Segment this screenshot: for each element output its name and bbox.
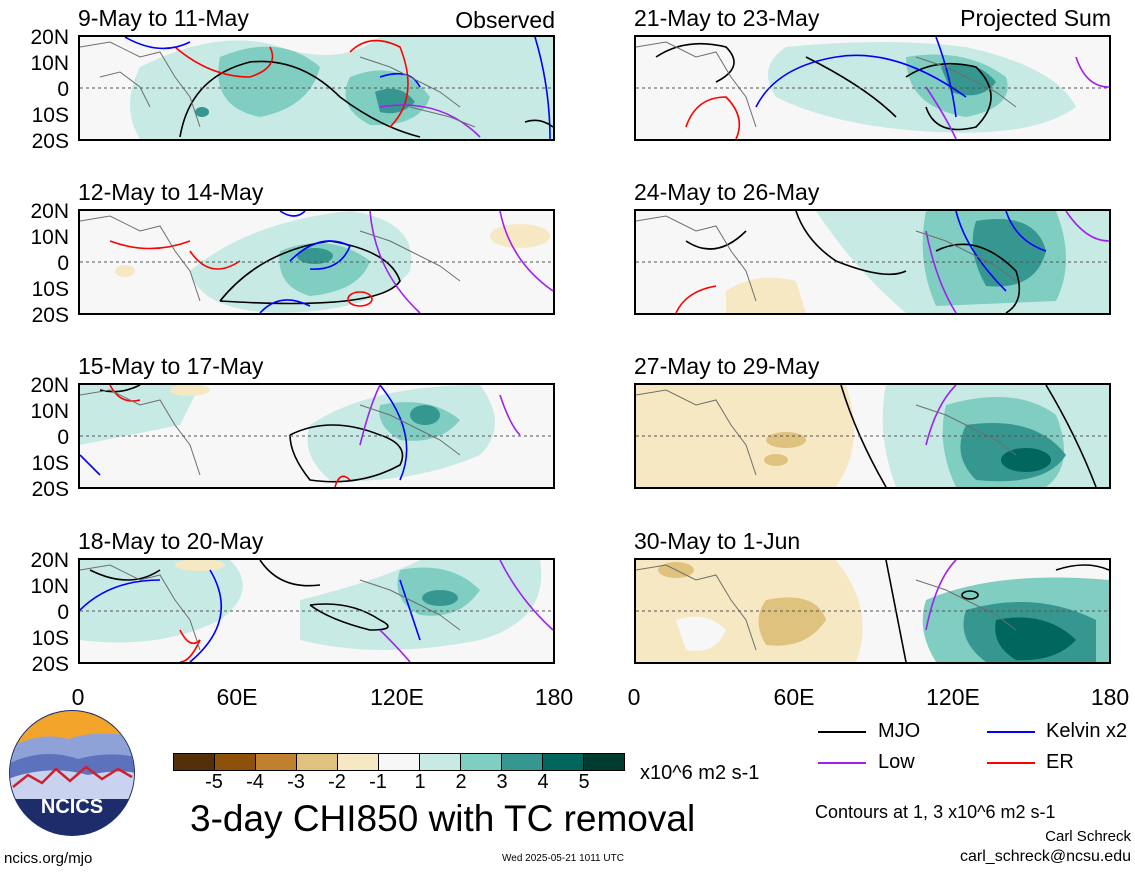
- site-url: ncics.org/mjo: [4, 850, 93, 867]
- colorbar-swatch: [214, 754, 255, 770]
- panel-title-7: 18-May to 20-May: [78, 528, 264, 554]
- lat-label: 0: [57, 601, 69, 624]
- panel-title-8: 30-May to 1-Jun: [634, 528, 801, 554]
- panel-label-observed: Observed: [455, 7, 555, 33]
- lon-label: 60E: [773, 684, 815, 710]
- colorbar-tick-label: 2: [455, 771, 467, 793]
- author-email: carl_schreck@ncsu.edu: [960, 848, 1131, 865]
- lat-label: 10N: [30, 52, 69, 75]
- lon-label: 60E: [216, 684, 258, 710]
- colorbar-swatch: [255, 754, 296, 770]
- colorbar: [173, 753, 625, 771]
- lat-label: 10N: [30, 226, 69, 249]
- lat-label: 10N: [30, 400, 69, 423]
- colorbar-units: x10^6 m2 s-1: [640, 762, 760, 784]
- map-panel-1: [78, 35, 555, 141]
- author-name: Carl Schreck: [1045, 828, 1131, 845]
- lat-label: 20S: [31, 130, 69, 153]
- colorbar-tick-label: -3: [287, 771, 305, 793]
- map-panel-3: [78, 209, 555, 315]
- map-panel-2-graphic: [636, 37, 1109, 139]
- panel-title-2: 21-May to 23-May: [634, 5, 820, 31]
- colorbar-swatch: [501, 754, 542, 770]
- colorbar-tick-label: 5: [578, 771, 590, 793]
- map-panel-6: [634, 383, 1111, 489]
- colorbar-swatch: [419, 754, 460, 770]
- lat-label: 20S: [31, 478, 69, 501]
- logo-text: NCICS: [41, 796, 103, 818]
- legend-kelvin-line: [987, 731, 1035, 733]
- lat-label: 20S: [31, 304, 69, 327]
- map-panel-7: [78, 558, 555, 664]
- colorbar-tick-label: 1: [414, 771, 426, 793]
- legend-low-line: [818, 762, 866, 764]
- map-panel-8-graphic: [636, 560, 1109, 662]
- map-panel-7-graphic: [80, 560, 553, 662]
- colorbar-swatch: [460, 754, 501, 770]
- ncics-logo: NCICS: [8, 709, 136, 837]
- colorbar-tick-label: -4: [246, 771, 264, 793]
- lat-label: 0: [57, 78, 69, 101]
- contour-note: Contours at 1, 3 x10^6 m2 s-1: [815, 802, 1056, 822]
- colorbar-tick-label: -2: [328, 771, 346, 793]
- colorbar-swatch: [296, 754, 337, 770]
- colorbar-swatch: [542, 754, 583, 770]
- panel-title-6: 27-May to 29-May: [634, 353, 820, 379]
- lat-label: 20N: [30, 549, 69, 572]
- lat-label: 20N: [30, 26, 69, 49]
- ncics-logo-graphic: NCICS: [9, 710, 135, 836]
- map-panel-4: [634, 209, 1111, 315]
- legend-mjo-label: MJO: [878, 720, 921, 742]
- lat-label: 0: [57, 252, 69, 275]
- legend-er-line: [987, 762, 1035, 764]
- panel-title-3: 12-May to 14-May: [78, 179, 264, 205]
- map-panel-1-graphic: [80, 37, 553, 139]
- legend-mjo-line: [818, 731, 866, 733]
- legend-low-label: Low: [878, 751, 915, 773]
- colorbar-swatch: [378, 754, 419, 770]
- map-panel-8: [634, 558, 1111, 664]
- lon-label: 180: [534, 684, 574, 710]
- lat-label: 10S: [31, 104, 69, 127]
- panel-label-projected: Projected Sum: [960, 5, 1111, 31]
- colorbar-swatch: [583, 754, 624, 770]
- map-panel-3-graphic: [80, 211, 553, 313]
- legend-er-label: ER: [1046, 751, 1074, 773]
- colorbar-tick-label: -5: [205, 771, 223, 793]
- panel-title-5: 15-May to 17-May: [78, 353, 264, 379]
- lat-label: 20N: [30, 374, 69, 397]
- map-panel-4-graphic: [636, 211, 1109, 313]
- lon-label: 120E: [370, 684, 424, 710]
- colorbar-tick-label: -1: [369, 771, 387, 793]
- colorbar-tick-label: 3: [496, 771, 508, 793]
- legend-kelvin-label: Kelvin x2: [1046, 720, 1128, 742]
- colorbar-swatch: [337, 754, 378, 770]
- lat-label: 10S: [31, 278, 69, 301]
- map-panel-6-graphic: [636, 385, 1109, 487]
- timestamp: Wed 2025-05-21 1011 UTC: [502, 853, 624, 864]
- main-title: 3-day CHI850 with TC removal: [190, 798, 696, 839]
- lon-label: 0: [71, 684, 85, 710]
- map-panel-5: [78, 383, 555, 489]
- lat-label: 10S: [31, 627, 69, 650]
- map-panel-2: [634, 35, 1111, 141]
- lat-label: 20S: [31, 653, 69, 676]
- panel-title-1: 9-May to 11-May: [78, 5, 249, 31]
- lat-label: 20N: [30, 200, 69, 223]
- lon-label: 180: [1090, 684, 1130, 710]
- lon-label: 0: [627, 684, 641, 710]
- panel-title-4: 24-May to 26-May: [634, 179, 820, 205]
- lat-label: 10S: [31, 452, 69, 475]
- colorbar-tick-label: 4: [537, 771, 549, 793]
- lat-label: 10N: [30, 575, 69, 598]
- lat-label: 0: [57, 426, 69, 449]
- colorbar-swatch: [174, 754, 214, 770]
- map-panel-5-graphic: [80, 385, 553, 487]
- lon-label: 120E: [926, 684, 980, 710]
